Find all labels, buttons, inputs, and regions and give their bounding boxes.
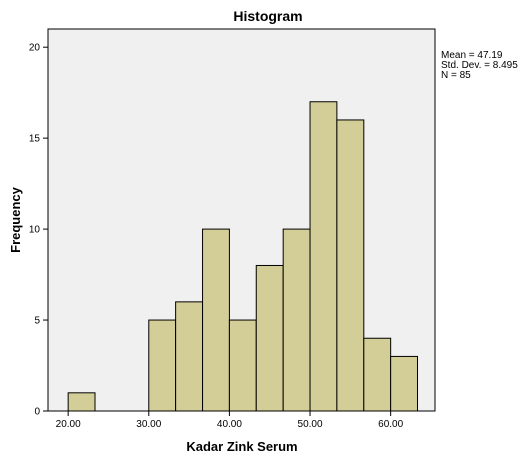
histogram-bar-8 — [282, 228, 311, 412]
histogram-bar-0 — [67, 392, 96, 412]
histogram-bar-12 — [390, 355, 419, 412]
x-tick-label: 20.00 — [56, 419, 81, 430]
y-axis: 0 5 10 15 20 — [29, 43, 48, 418]
x-axis-label: Kadar Zink Serum — [186, 439, 297, 454]
histogram-bar-7 — [255, 264, 284, 412]
x-tick-label: 30.00 — [136, 419, 161, 430]
stat-mean: Mean = 47.19 — [441, 50, 503, 61]
y-tick-label: 15 — [29, 134, 41, 145]
stats-box: Mean = 47.19 Std. Dev. = 8.495 N = 85 — [441, 50, 518, 81]
y-tick-label: 20 — [29, 43, 41, 54]
histogram-bar-6 — [228, 319, 257, 412]
histogram-bar-9 — [309, 101, 338, 412]
plot-frame — [47, 28, 436, 412]
histogram-bar-11 — [363, 337, 392, 412]
stat-std-dev: Std. Dev. = 8.495 — [441, 60, 518, 71]
histogram-bar-10 — [336, 119, 365, 412]
x-tick-label: 40.00 — [217, 419, 242, 430]
y-tick-label: 0 — [34, 407, 40, 418]
y-tick-label: 5 — [34, 316, 40, 327]
chart-title: Histogram — [233, 8, 302, 24]
histogram-bar-4 — [175, 301, 204, 412]
histogram-bar-3 — [148, 319, 177, 412]
histogram-bar-5 — [202, 228, 230, 412]
x-tick-label: 60.00 — [378, 419, 403, 430]
bars-group — [67, 101, 419, 412]
x-axis: 20.00 30.00 40.00 50.00 60.00 — [56, 411, 404, 430]
y-tick-label: 10 — [29, 225, 41, 236]
y-axis-label: Frequency — [8, 186, 23, 253]
stat-n: N = 85 — [441, 70, 471, 81]
x-tick-label: 50.00 — [298, 419, 323, 430]
